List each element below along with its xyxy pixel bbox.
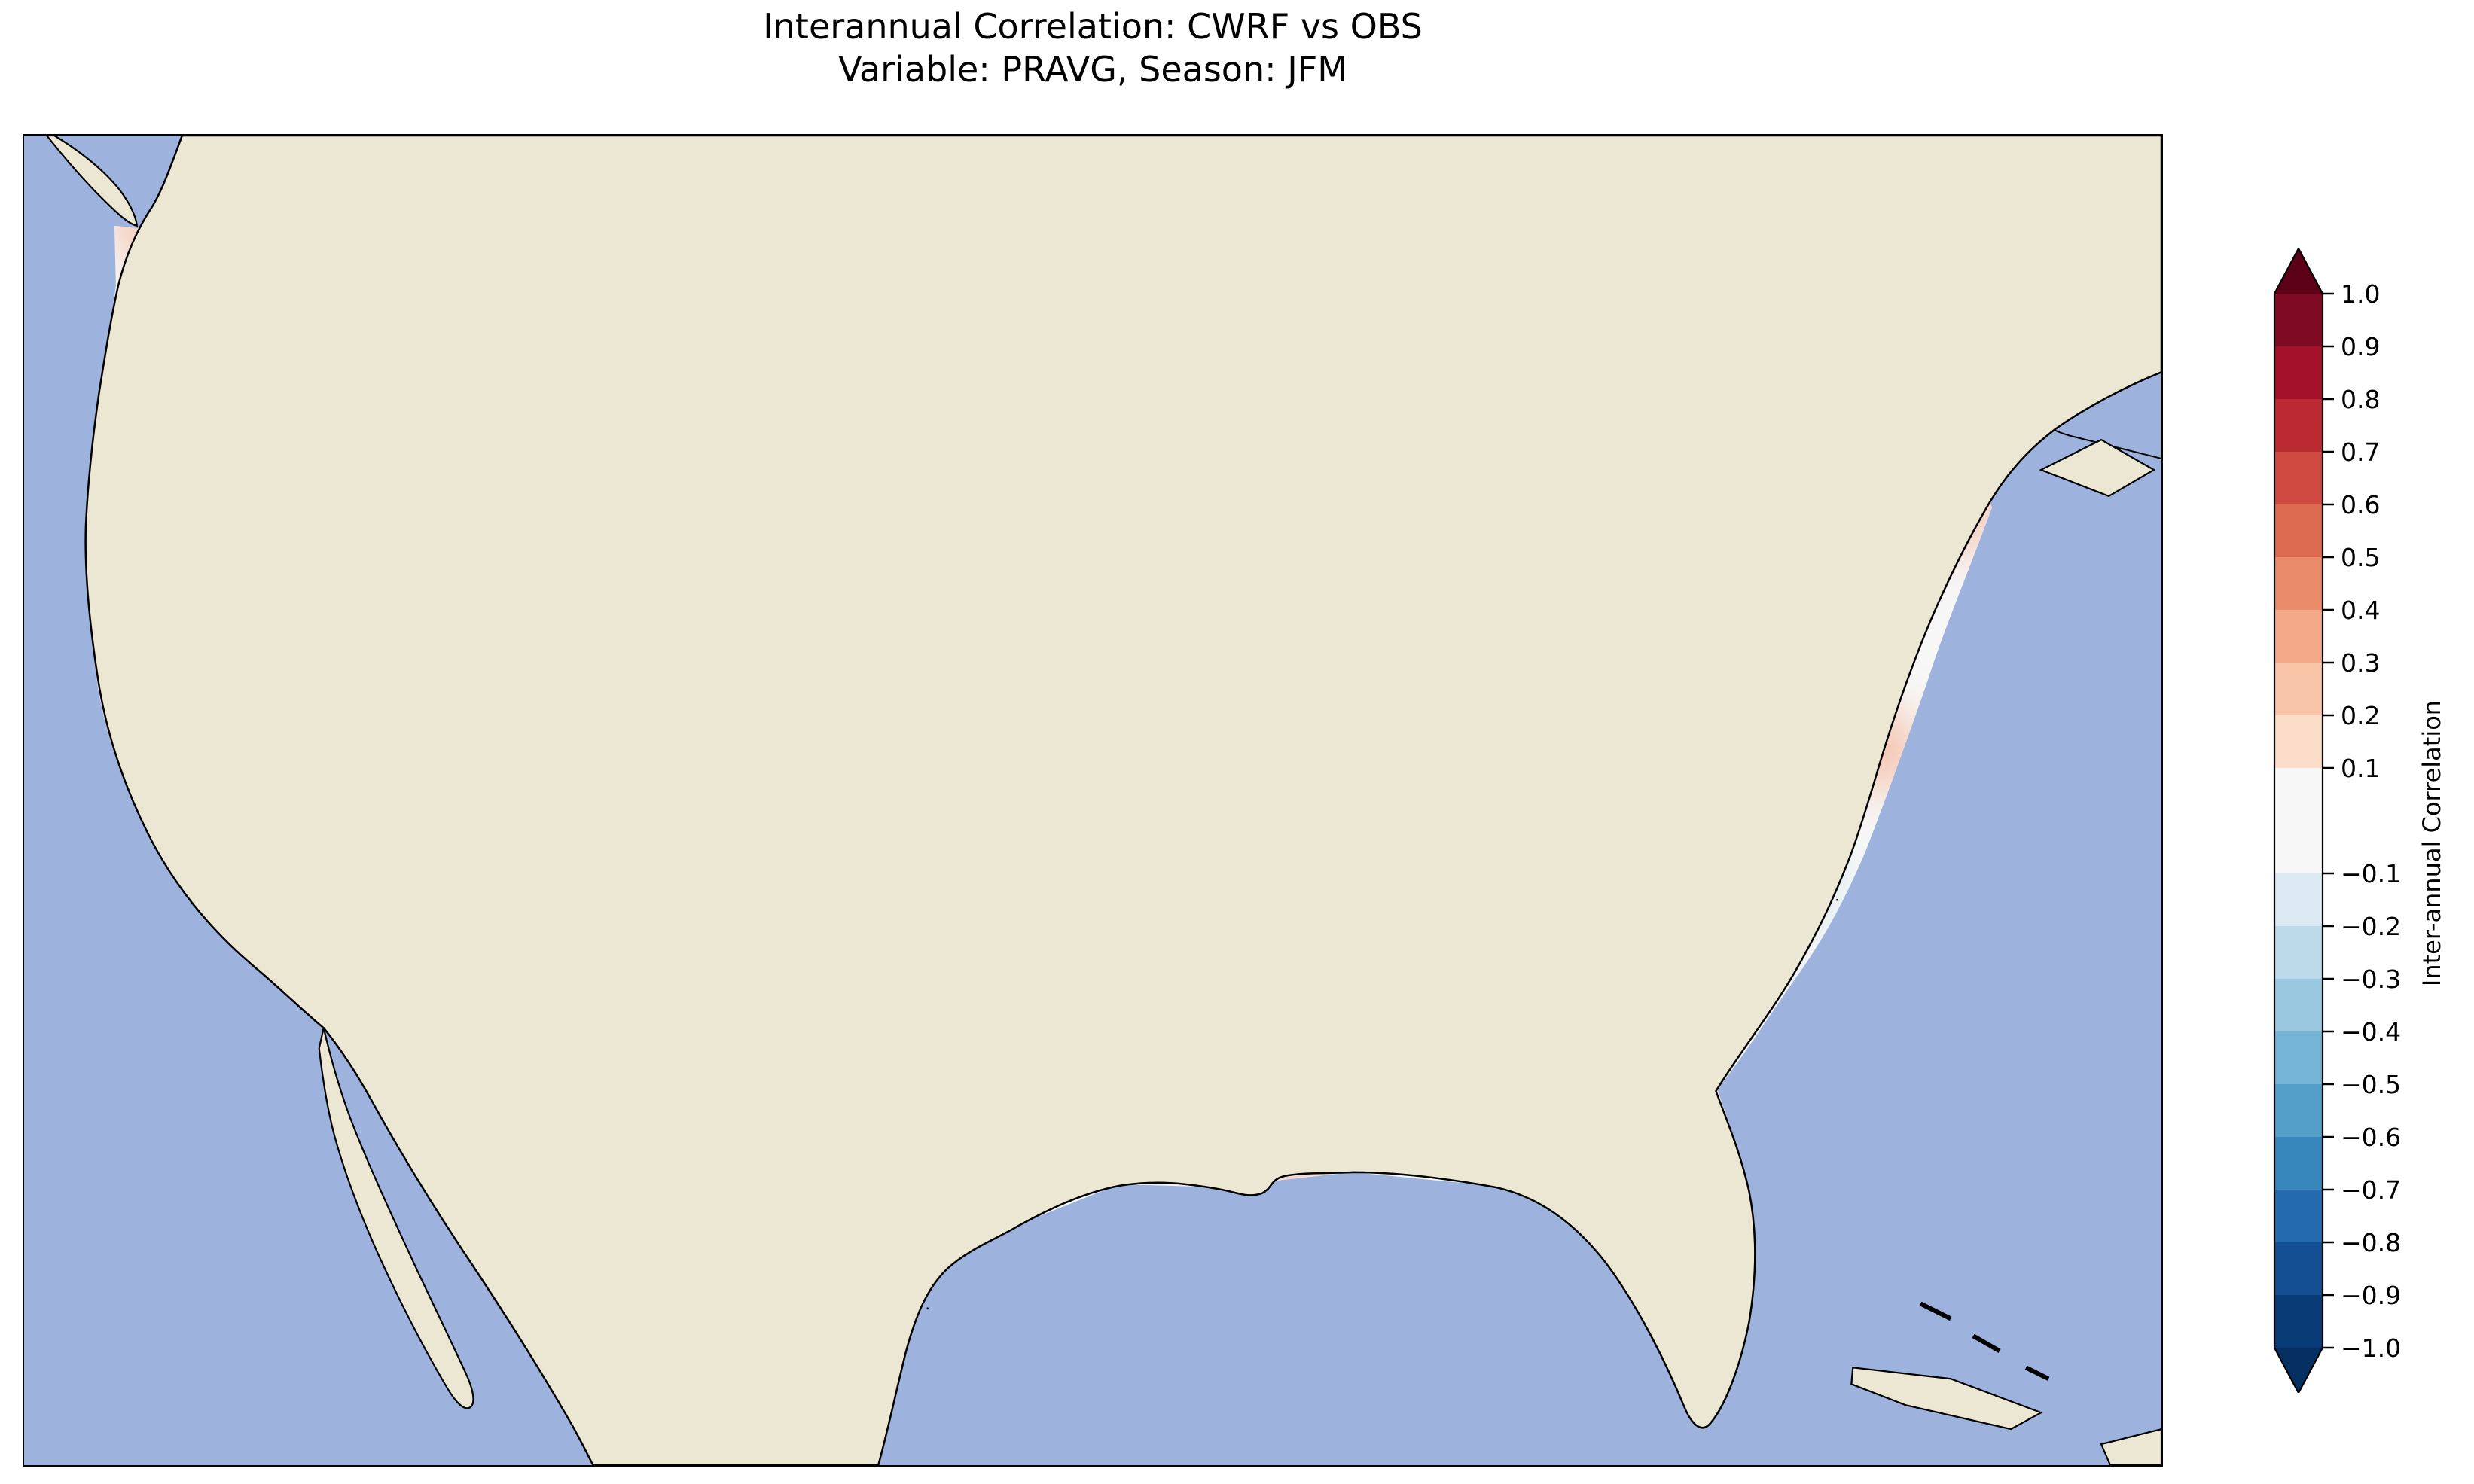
- colorbar-tick-label: −0.5: [2341, 1070, 2401, 1099]
- colorbar-tick-label: 0.8: [2341, 385, 2380, 414]
- colorbar-segment: [2274, 346, 2323, 399]
- colorbar: 1.0 0.9 0.8 0.7 0.6 0.5 0.4 0.3 0.2 0.1 −0.1 −0.2 −0…: [2273, 248, 2446, 1393]
- colorbar-segment: [2274, 926, 2323, 979]
- colorbar-segment: [2274, 1137, 2323, 1190]
- colorbar-tick-label: −0.6: [2341, 1123, 2401, 1152]
- caribbean-islands: [1850, 1301, 2161, 1465]
- colorbar-segment: [2274, 1190, 2323, 1242]
- colorbar-segment: [2274, 1242, 2323, 1295]
- map-canvas: [24, 136, 2161, 1465]
- colorbar-segment: [2274, 768, 2323, 873]
- vancouver-island: [45, 136, 139, 227]
- colorbar-tick-label: −0.2: [2341, 912, 2401, 941]
- colorbar-tick-label: 0.3: [2341, 648, 2380, 678]
- colorbar-over-arrow: [2274, 248, 2323, 294]
- colorbar-under-arrow: [2274, 1348, 2323, 1393]
- baja-california: [318, 1028, 474, 1409]
- colorbar-tick-label: 0.6: [2341, 490, 2380, 520]
- colorbar-tick-label: −0.4: [2341, 1017, 2401, 1047]
- colorbar-tick-label: 1.0: [2341, 279, 2380, 309]
- colorbar-tick-label: 0.7: [2341, 437, 2380, 467]
- cuba: [1850, 1367, 2043, 1431]
- colorbar-tick-label: 0.9: [2341, 332, 2380, 361]
- colorbar-segment: [2274, 1295, 2323, 1348]
- colorbar-tick-label: −0.9: [2341, 1281, 2401, 1310]
- nova-scotia: [2039, 438, 2156, 498]
- colorbar-segment: [2274, 873, 2323, 926]
- colorbar-tick-label: −0.3: [2341, 964, 2401, 994]
- colorbar-segment: [2274, 504, 2323, 557]
- colorbar-segment: [2274, 557, 2323, 610]
- colorbar-segment: [2274, 1031, 2323, 1084]
- map-frame: [23, 134, 2163, 1467]
- colorbar-segment: [2274, 979, 2323, 1031]
- colorbar-segment: [2274, 294, 2323, 346]
- colorbar-segment: [2274, 399, 2323, 452]
- chart-title: Interannual Correlation: CWRF vs OBS Var…: [23, 5, 2163, 90]
- colorbar-segment: [2274, 452, 2323, 504]
- colorbar-tick-label: −0.1: [2341, 859, 2401, 888]
- colorbar-tick-label: −0.8: [2341, 1228, 2401, 1257]
- colorbar-tick-label: −1.0: [2341, 1333, 2401, 1363]
- chart-title-line1: Interannual Correlation: CWRF vs OBS: [763, 6, 1423, 47]
- colorbar-tick-label: 0.4: [2341, 596, 2380, 625]
- bahamas-1: [1919, 1301, 1952, 1321]
- bahamas-3: [2024, 1365, 2050, 1381]
- colorbar-segment: [2274, 663, 2323, 715]
- colorbar-tick-label: 0.2: [2341, 701, 2380, 730]
- colorbar-segment: [2274, 610, 2323, 663]
- colorbar-segment: [2274, 1084, 2323, 1137]
- colorbar-tick-label: 0.5: [2341, 543, 2380, 572]
- colorbar-tick-label: −0.7: [2341, 1175, 2401, 1205]
- colorbar-axis-label: Inter-annual Correlation: [2418, 700, 2446, 986]
- hispaniola: [2100, 1428, 2161, 1465]
- bahamas-2: [1972, 1333, 2001, 1353]
- colorbar-segment: [2274, 715, 2323, 768]
- colorbar-tick-label: 0.1: [2341, 754, 2380, 783]
- chart-title-line2: Variable: PRAVG, Season: JFM: [838, 49, 1347, 90]
